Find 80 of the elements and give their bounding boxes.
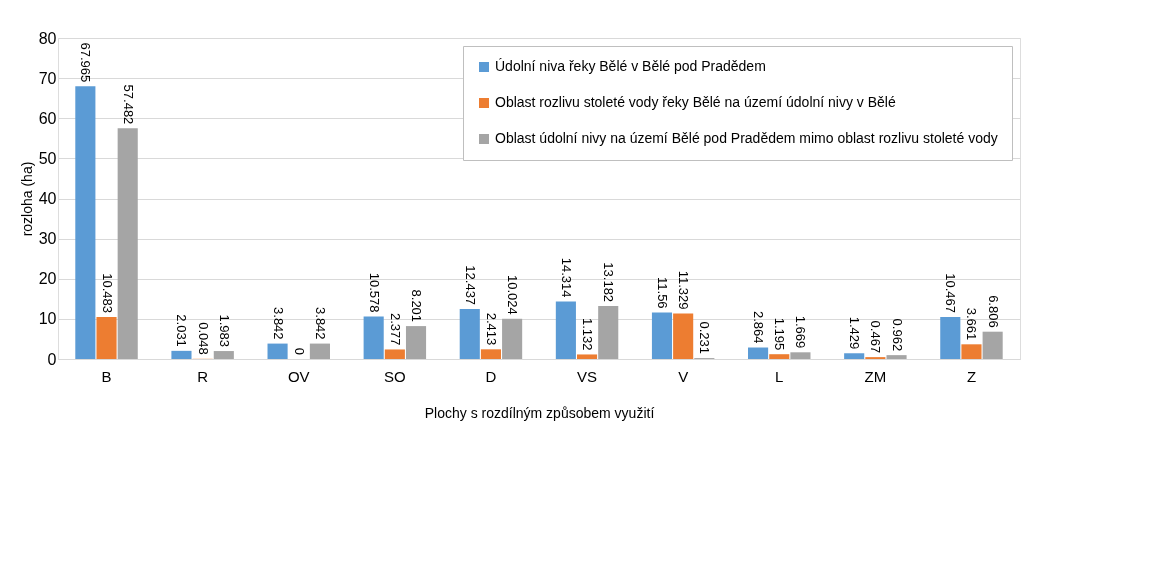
x-tick-label: SO (384, 367, 406, 385)
data-label: 10.483 (99, 273, 115, 313)
bar (940, 317, 961, 359)
bar (844, 353, 865, 359)
bar (363, 316, 384, 359)
data-label: 1.195 (772, 317, 788, 351)
data-label: 2.413 (483, 312, 499, 346)
data-label: 3.842 (270, 307, 286, 340)
data-label: 10.024 (505, 275, 521, 315)
x-tick-label: R (197, 367, 209, 385)
legend-label: Údolní niva řeky Bělé v Bělé pod Pradědem (495, 58, 766, 74)
y-tick-label: 0 (47, 350, 57, 368)
data-label: 0.962 (889, 318, 905, 352)
bar (982, 331, 1003, 359)
bar (748, 347, 769, 359)
data-label: 8.201 (409, 289, 425, 323)
data-label: 0.467 (868, 320, 884, 354)
x-axis-title: Plochy s rozdílným způsobem využití (424, 404, 655, 421)
y-tick-label: 30 (38, 230, 57, 248)
data-label: 67.965 (78, 42, 94, 83)
bar (384, 349, 405, 359)
bar (651, 312, 673, 359)
y-tick-label: 10 (38, 310, 57, 328)
data-label: 1.132 (580, 317, 596, 351)
legend-label: Oblast rozlivu stoleté vody řeky Bělé na území údolní nivy v Bělé (495, 94, 896, 110)
data-label: 10.578 (366, 272, 382, 313)
data-label: 14.314 (558, 257, 574, 298)
x-tick-label: V (678, 367, 689, 385)
y-tick-label: 80 (38, 29, 57, 47)
bar (769, 354, 790, 359)
data-label: 12.437 (462, 265, 478, 306)
data-label: 1.429 (847, 316, 863, 350)
data-label: 11.329 (676, 270, 692, 310)
data-label: 0.231 (697, 321, 713, 355)
bar (790, 352, 811, 359)
data-label: 3.842 (312, 307, 328, 340)
data-label: 2.864 (751, 310, 767, 344)
bar (555, 301, 576, 359)
bar (459, 309, 480, 359)
data-label: 0 (291, 347, 307, 355)
bar (75, 86, 96, 359)
legend-label: Oblast údolní nivy na území Bělé pod Pradědem mimo oblast rozlivu stoleté vody (495, 130, 998, 146)
data-label: 11.56 (654, 277, 670, 309)
y-tick-label: 50 (38, 149, 57, 167)
bar (213, 351, 234, 359)
bar (267, 343, 288, 359)
bar (171, 350, 192, 359)
data-label: 0.048 (195, 322, 211, 355)
bar (117, 128, 138, 359)
data-label: 1.983 (216, 314, 232, 348)
bar (598, 306, 619, 359)
data-label: 13.182 (601, 262, 617, 303)
data-label: 10.467 (943, 273, 959, 313)
bar (502, 318, 523, 359)
y-axis-title: rozloha (ha) (18, 161, 35, 237)
bar (886, 355, 907, 359)
data-label: 57.482 (120, 84, 136, 125)
x-tick-label: L (775, 367, 784, 385)
bar (309, 343, 330, 359)
bar (673, 313, 694, 359)
data-label: 2.031 (174, 314, 190, 347)
data-label: 3.661 (964, 307, 980, 341)
y-tick-label: 60 (38, 109, 57, 127)
data-label: 1.669 (793, 315, 809, 349)
x-tick-label: OV (287, 367, 310, 385)
y-tick-label: 40 (38, 190, 57, 207)
x-tick-label: Z (966, 367, 977, 385)
bar (576, 354, 598, 359)
bar (480, 349, 502, 359)
bar (961, 344, 982, 359)
y-tick-label: 20 (38, 270, 57, 288)
data-label: 2.377 (387, 312, 403, 346)
bar (96, 316, 117, 359)
x-tick-label: VS (577, 367, 598, 385)
data-label: 6.806 (985, 295, 1001, 328)
x-tick-label: D (485, 367, 497, 385)
x-tick-label: ZM (864, 367, 887, 385)
y-tick-label: 70 (38, 69, 57, 87)
bar (405, 326, 427, 359)
x-tick-label: B (101, 367, 112, 385)
